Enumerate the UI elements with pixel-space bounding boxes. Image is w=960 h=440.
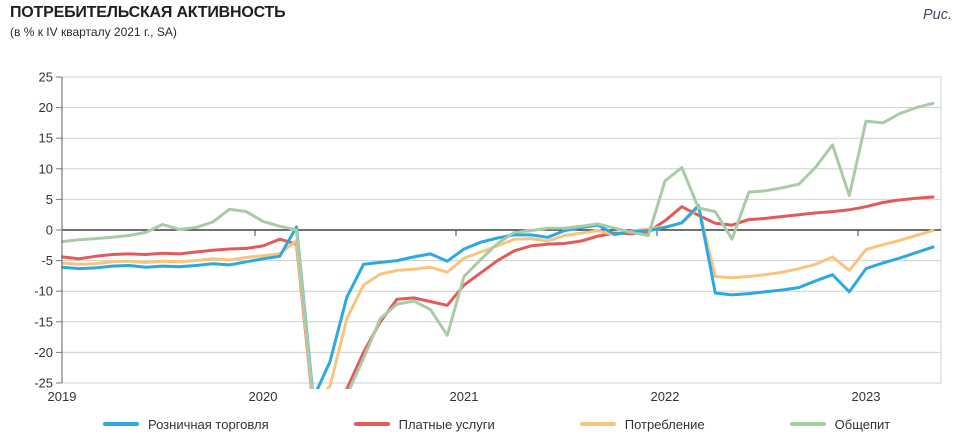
chart-title: ПОТРЕБИТЕЛЬСКАЯ АКТИВНОСТЬ bbox=[10, 4, 286, 21]
legend-item-1: Розничная торговля bbox=[103, 417, 269, 432]
x-axis-year-label: 2021 bbox=[450, 389, 479, 404]
y-axis-tick-label: 5 bbox=[46, 192, 53, 207]
series-line-3 bbox=[61, 205, 935, 389]
y-axis-tick-label: -15 bbox=[34, 314, 53, 329]
legend-swatch-icon bbox=[353, 422, 390, 426]
figure-label: Рис. bbox=[922, 7, 952, 23]
series-line-1 bbox=[61, 204, 935, 389]
x-axis-year-label: 2022 bbox=[651, 389, 680, 404]
y-axis-tick-label: 15 bbox=[39, 131, 53, 146]
legend-label: Розничная торговля bbox=[148, 416, 269, 432]
series-line-4 bbox=[61, 101, 935, 389]
x-axis-year-label: 2020 bbox=[249, 389, 278, 404]
legend-item-3: Потребление bbox=[579, 416, 705, 432]
x-axis-year-label: 2023 bbox=[852, 389, 881, 404]
y-axis-tick-label: -25 bbox=[34, 376, 53, 391]
legend-label: Потребление bbox=[624, 416, 705, 432]
y-axis-tick-label: 20 bbox=[39, 100, 53, 115]
y-axis-tick-label: -5 bbox=[41, 253, 53, 268]
legend-item-2: Платные услуги bbox=[353, 416, 495, 432]
legend-swatch-icon bbox=[579, 422, 616, 426]
y-axis-tick-label: -20 bbox=[34, 345, 53, 360]
legend-swatch-icon bbox=[103, 422, 139, 426]
legend-label: Платные услуги bbox=[398, 416, 495, 432]
series-line-2 bbox=[61, 195, 935, 389]
legend-item-4: Общепит bbox=[789, 416, 891, 432]
chart-subtitle: (в % к IV кварталу 2021 г., SA) bbox=[10, 25, 177, 39]
y-axis-tick-label: 10 bbox=[39, 161, 53, 176]
y-axis-tick-label: 0 bbox=[46, 223, 53, 238]
legend-label: Общепит bbox=[834, 416, 891, 432]
line-chart-plot-area: -25 -20 -15 -10 -5 0 5 10 15 20 25 2019 2020 2021 2022… bbox=[34, 70, 942, 404]
legend-swatch-icon bbox=[789, 422, 826, 426]
y-axis-tick-label: -10 bbox=[34, 284, 53, 299]
y-axis-tick-label: 25 bbox=[39, 70, 53, 85]
x-axis-year-label: 2019 bbox=[48, 389, 77, 404]
chart-legend: Розничная торговля Платные услуги Потребле… bbox=[0, 411, 960, 437]
